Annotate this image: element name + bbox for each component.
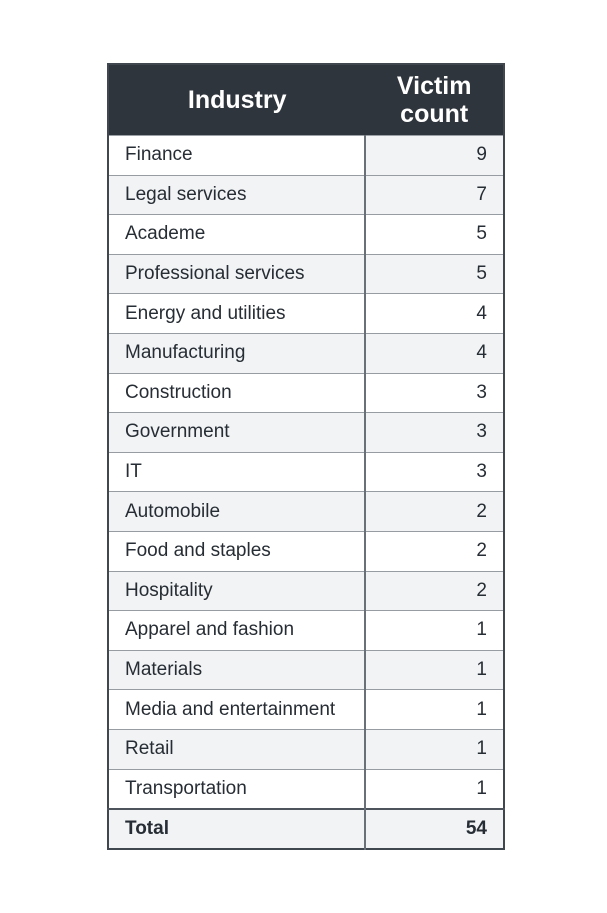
table-row: Materials 1 bbox=[108, 650, 504, 690]
count-cell: 1 bbox=[364, 610, 504, 651]
table-row: Media and entertainment 1 bbox=[108, 689, 504, 730]
table-row: Hospitality 2 bbox=[108, 571, 504, 611]
count-cell: 3 bbox=[364, 412, 504, 453]
table-row: Food and staples 2 bbox=[108, 531, 504, 572]
table-row: Transportation 1 bbox=[108, 769, 504, 809]
count-cell: 7 bbox=[364, 175, 504, 215]
table-row: Academe 5 bbox=[108, 214, 504, 255]
industry-cell: Academe bbox=[108, 214, 366, 255]
count-cell: 2 bbox=[364, 531, 504, 572]
count-cell: 1 bbox=[364, 729, 504, 769]
table-row: Automobile 2 bbox=[108, 491, 504, 532]
table-row: Finance 9 bbox=[108, 135, 504, 176]
industry-cell: Hospitality bbox=[108, 571, 366, 611]
table-header: Industry Victim count bbox=[108, 64, 504, 136]
count-cell: 2 bbox=[364, 571, 504, 611]
industry-cell: Food and staples bbox=[108, 531, 366, 572]
total-value-cell: 54 bbox=[364, 808, 504, 849]
table-row: Energy and utilities 4 bbox=[108, 293, 504, 334]
industry-cell: IT bbox=[108, 452, 366, 492]
table-row: Retail 1 bbox=[108, 729, 504, 769]
count-cell: 5 bbox=[364, 214, 504, 255]
table-row: Legal services 7 bbox=[108, 175, 504, 215]
industry-victim-count-table: Industry Victim count Finance 9 Legal se… bbox=[107, 63, 505, 850]
total-row: Total 54 bbox=[108, 808, 504, 849]
industry-cell: Government bbox=[108, 412, 366, 453]
industry-cell: Apparel and fashion bbox=[108, 610, 366, 651]
industry-cell: Manufacturing bbox=[108, 333, 366, 374]
table-row: Professional services 5 bbox=[108, 254, 504, 294]
count-cell: 3 bbox=[364, 452, 504, 492]
industry-cell: Materials bbox=[108, 650, 366, 690]
count-cell: 5 bbox=[364, 254, 504, 294]
table-row: IT 3 bbox=[108, 452, 504, 492]
count-cell: 1 bbox=[364, 689, 504, 730]
column-header-victim-count: Victim count bbox=[365, 64, 504, 136]
count-cell: 9 bbox=[364, 135, 504, 176]
table-row: Government 3 bbox=[108, 412, 504, 453]
industry-cell: Transportation bbox=[108, 769, 366, 809]
count-cell: 1 bbox=[364, 769, 504, 809]
table-row: Manufacturing 4 bbox=[108, 333, 504, 374]
industry-cell: Automobile bbox=[108, 491, 366, 532]
header-row: Industry Victim count bbox=[108, 64, 504, 136]
table-row: Construction 3 bbox=[108, 373, 504, 413]
table-body: Finance 9 Legal services 7 Academe 5 Pro… bbox=[108, 135, 504, 849]
count-cell: 3 bbox=[364, 373, 504, 413]
industry-cell: Professional services bbox=[108, 254, 366, 294]
industry-cell: Construction bbox=[108, 373, 366, 413]
count-cell: 4 bbox=[364, 293, 504, 334]
industry-cell: Energy and utilities bbox=[108, 293, 366, 334]
count-cell: 2 bbox=[364, 491, 504, 532]
industry-cell: Media and entertainment bbox=[108, 689, 366, 730]
industry-cell: Legal services bbox=[108, 175, 366, 215]
industry-cell: Retail bbox=[108, 729, 366, 769]
total-label-cell: Total bbox=[108, 808, 366, 849]
count-cell: 4 bbox=[364, 333, 504, 374]
victim-count-table: Industry Victim count Finance 9 Legal se… bbox=[107, 63, 505, 850]
table-row: Apparel and fashion 1 bbox=[108, 610, 504, 651]
column-header-industry: Industry bbox=[108, 64, 366, 136]
industry-cell: Finance bbox=[108, 135, 366, 176]
count-cell: 1 bbox=[364, 650, 504, 690]
